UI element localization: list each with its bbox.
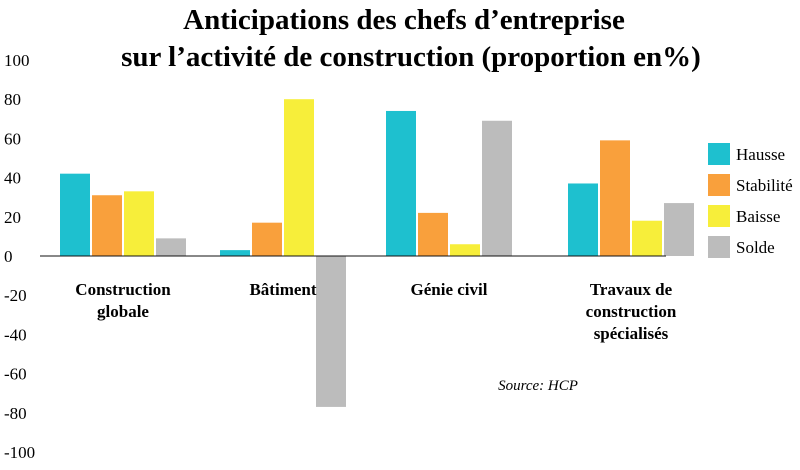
bars	[60, 99, 694, 407]
bar-hausse-0	[60, 173, 90, 256]
legend-label-hausse: Hausse	[736, 145, 785, 164]
bar-solde-3	[664, 203, 694, 256]
y-tick-label: 60	[4, 129, 21, 148]
bar-stabilité-2	[418, 212, 448, 256]
category-label: construction	[586, 302, 677, 321]
bar-hausse-3	[568, 183, 598, 256]
y-tick-label: 20	[4, 208, 21, 227]
bar-solde-2	[482, 120, 512, 256]
legend-swatch-baisse	[708, 205, 730, 227]
legend: Hausse Stabilité Baisse Solde	[708, 143, 793, 258]
category-label: spécialisés	[594, 324, 669, 343]
category-label: Bâtiment	[249, 280, 316, 299]
bar-baisse-1	[284, 99, 314, 256]
y-axis-ticks: 100 80 60 40 20 0 -20 -40 -60 -80 -100	[4, 51, 35, 462]
bar-baisse-0	[124, 191, 154, 256]
category-label: Travaux de	[590, 280, 673, 299]
bar-baisse-2	[450, 244, 480, 256]
category-label: Génie civil	[411, 280, 488, 299]
y-tick-label: -100	[4, 443, 35, 462]
y-tick-label: -20	[4, 286, 27, 305]
chart-title-line-1: Anticipations des chefs d’entreprise	[183, 4, 625, 36]
legend-label-solde: Solde	[736, 238, 775, 257]
y-tick-label: 100	[4, 51, 30, 70]
bar-hausse-2	[386, 110, 416, 257]
bar-solde-0	[156, 238, 186, 256]
category-label: globale	[97, 302, 149, 321]
y-tick-label: 0	[4, 247, 13, 266]
bar-baisse-3	[632, 220, 662, 256]
category-labels: Construction globale Bâtiment Génie civil Tr…	[75, 280, 677, 343]
chart-title-line-2: sur l’activité de construction (proporti…	[121, 41, 701, 73]
y-tick-label: 80	[4, 90, 21, 109]
bar-stabilité-1	[252, 222, 282, 256]
bar-solde-1	[316, 256, 346, 407]
source-note: Source: HCP	[498, 378, 578, 394]
legend-label-stabilité: Stabilité	[736, 176, 793, 195]
legend-swatch-stabilité	[708, 174, 730, 196]
legend-swatch-solde	[708, 236, 730, 258]
y-tick-label: 40	[4, 169, 21, 188]
bar-hausse-1	[220, 250, 250, 256]
y-tick-label: -60	[4, 365, 27, 384]
y-tick-label: -40	[4, 325, 27, 344]
y-tick-label: -80	[4, 404, 27, 423]
bar-stabilité-3	[600, 140, 630, 256]
category-label: Construction	[75, 280, 171, 299]
legend-swatch-hausse	[708, 143, 730, 165]
legend-label-baisse: Baisse	[736, 207, 780, 226]
bar-stabilité-0	[92, 195, 122, 256]
